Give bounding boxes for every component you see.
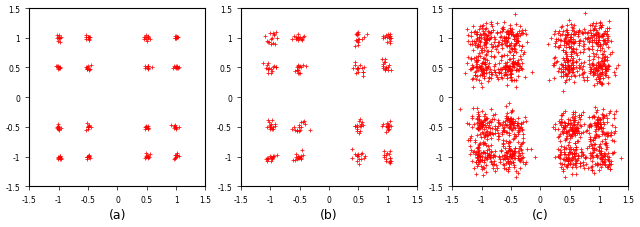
X-axis label: (a): (a): [109, 209, 126, 222]
X-axis label: (b): (b): [320, 209, 338, 222]
X-axis label: (c): (c): [532, 209, 549, 222]
